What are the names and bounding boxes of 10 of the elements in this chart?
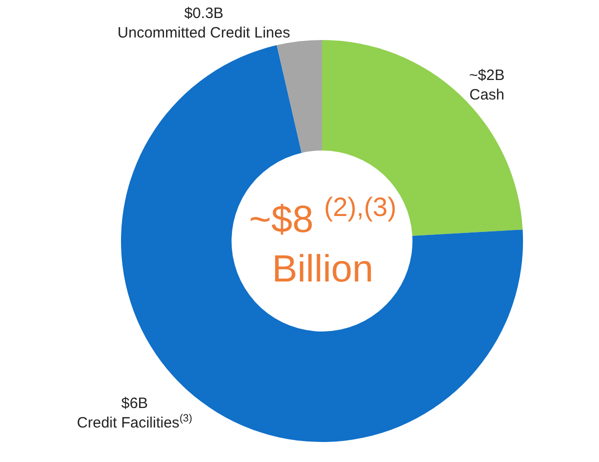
data-label: ~$2B — [469, 67, 505, 84]
donut-slice — [322, 40, 523, 236]
slice-label: Uncommitted Credit Lines — [118, 24, 290, 42]
text: ~$8 $^{(2),(3)}$ Billion — [249, 192, 396, 290]
donut-slice — [276, 40, 322, 153]
slice-label: Cash — [469, 86, 504, 104]
slice-label: Credit Facilities$^{(3)}$ — [76, 412, 192, 432]
donut-slice — [121, 45, 523, 442]
data-label: $6B — [121, 395, 148, 412]
data-label: $0.3B — [184, 5, 224, 22]
